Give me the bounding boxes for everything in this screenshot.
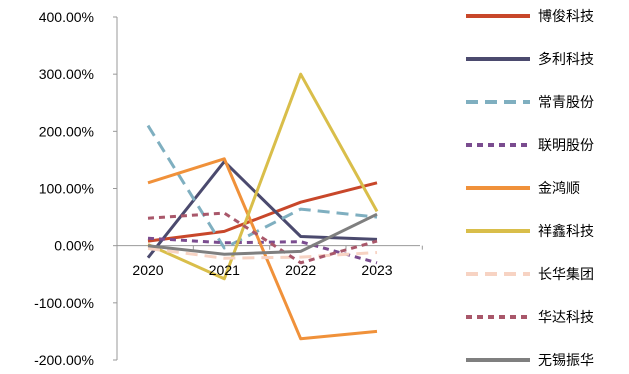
- y-tick-marks: [113, 16, 117, 361]
- x-tick-label: 2021: [209, 262, 240, 278]
- series-line: [146, 160, 378, 259]
- x-tick-label: 2023: [361, 262, 392, 278]
- y-tick-label: 200.00%: [39, 123, 94, 139]
- x-tick-label: 2022: [285, 262, 316, 278]
- y-tick-label: -100.00%: [34, 295, 94, 311]
- legend-label: 常青股份: [538, 95, 594, 111]
- y-tick-label: 100.00%: [39, 181, 94, 197]
- legend-label: 博俊科技: [538, 8, 594, 25]
- legend-label: 华达科技: [538, 310, 594, 326]
- series-line: [147, 72, 379, 281]
- series-line: [147, 181, 378, 243]
- legend-label: 无锡振华: [538, 353, 594, 369]
- axes: [116, 17, 420, 360]
- series-line: [147, 157, 378, 341]
- legend-label: 长华集团: [538, 266, 594, 283]
- y-tick-label: 300.00%: [39, 66, 94, 82]
- y-tick-label: 0.00%: [54, 238, 94, 254]
- y-tick-label: -200.00%: [34, 352, 94, 368]
- series-line: [147, 247, 378, 260]
- x-tick-labels: 2020 2021 2022 2023: [132, 262, 392, 278]
- y-tick-label: 400.00%: [39, 9, 94, 25]
- x-tick-label: 2020: [132, 262, 163, 278]
- legend-label: 联明股份: [538, 138, 594, 154]
- y-tick-labels: 400.00% 300.00% 200.00% 100.00% 0.00% -100.00…: [34, 9, 94, 368]
- legend-label: 祥鑫科技: [538, 223, 594, 240]
- series-lines: [146, 72, 379, 341]
- series-line: [147, 211, 378, 265]
- series-line: [146, 124, 378, 250]
- legend-label: 多利科技: [538, 51, 594, 68]
- series-line: [147, 236, 378, 265]
- series-line: [147, 212, 378, 256]
- legend-label: 金鸿顺: [538, 180, 580, 197]
